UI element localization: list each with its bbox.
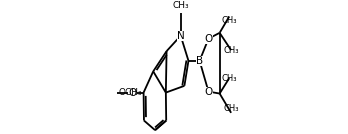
Text: O: O bbox=[128, 88, 136, 98]
Text: CH₃: CH₃ bbox=[223, 104, 239, 113]
Text: O: O bbox=[204, 34, 213, 44]
Text: CH₃: CH₃ bbox=[172, 1, 189, 10]
Text: CH₃: CH₃ bbox=[222, 74, 237, 83]
Text: CH₃: CH₃ bbox=[223, 46, 239, 55]
Text: CH₃: CH₃ bbox=[222, 16, 237, 25]
Text: O: O bbox=[204, 87, 213, 97]
Text: OCH₃: OCH₃ bbox=[118, 88, 142, 97]
Text: B: B bbox=[196, 56, 203, 66]
Text: N: N bbox=[177, 31, 184, 41]
